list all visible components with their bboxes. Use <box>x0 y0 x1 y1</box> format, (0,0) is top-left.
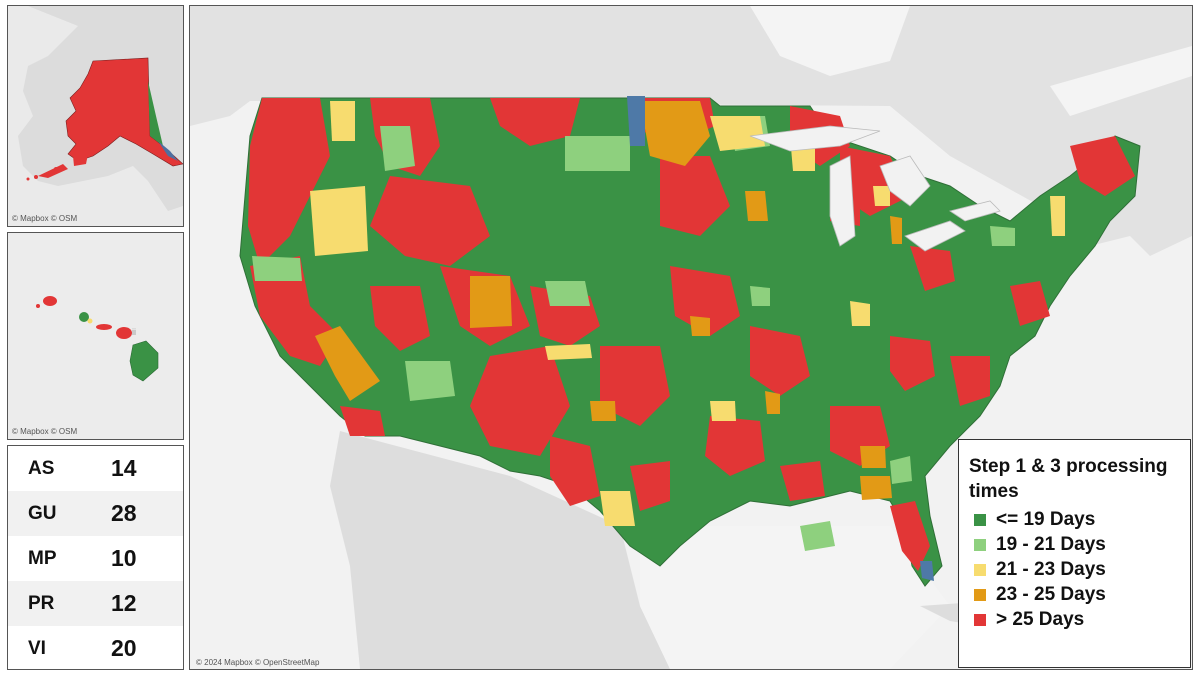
legend: Step 1 & 3 processing times <= 19 Days 1… <box>958 439 1191 668</box>
great-lakes <box>749 125 1001 252</box>
maui-island <box>116 327 132 339</box>
legend-swatch <box>974 514 986 526</box>
category-other <box>627 96 934 581</box>
oahu-island <box>79 312 89 322</box>
legend-title: Step 1 & 3 processing times <box>969 456 1168 502</box>
territory-code: MP <box>28 547 57 569</box>
table-row: AS 14 <box>8 446 183 491</box>
legend-item: 23 - 25 Days <box>974 583 1106 607</box>
molokai-island <box>96 324 112 330</box>
legend-label: <= 19 Days <box>996 509 1096 530</box>
table-row: MP 10 <box>8 536 183 581</box>
territory-code: VI <box>28 637 46 659</box>
legend-swatch <box>974 589 986 601</box>
big-island <box>129 340 159 382</box>
hawaii-inset-map[interactable]: ii © Mapbox © OSM <box>7 232 184 440</box>
legend-swatch <box>974 614 986 626</box>
alaska-inset-map[interactable]: © Mapbox © OSM <box>7 5 184 227</box>
table-row: VI 20 <box>8 626 183 669</box>
territory-value: 12 <box>111 590 137 616</box>
territory-code: AS <box>28 457 55 479</box>
territory-code: GU <box>28 502 57 524</box>
legend-swatch <box>974 539 986 551</box>
table-row: PR 12 <box>8 581 183 626</box>
legend-item: 19 - 21 Days <box>974 533 1106 557</box>
territories-table: AS 14 GU 28 MP 10 PR 12 VI 20 <box>7 445 184 670</box>
mexico-land <box>330 431 670 669</box>
category-23-25-days <box>315 101 902 500</box>
category-19-21-days <box>252 116 1015 551</box>
st-lawrence <box>1050 46 1192 116</box>
kauai-island <box>43 296 57 306</box>
legend-item: 21 - 23 Days <box>974 558 1106 582</box>
legend-label: 23 - 25 Days <box>996 584 1106 605</box>
legend-item: <= 19 Days <box>974 508 1095 532</box>
territory-code: PR <box>28 592 55 614</box>
table-row: GU 28 <box>8 491 183 536</box>
territory-value: 10 <box>111 545 137 571</box>
main-map-credit: © 2024 Mapbox © OpenStreetMap <box>196 658 320 667</box>
hawaii-map-svg: ii <box>8 233 183 439</box>
hawaii-map-credit: © Mapbox © OSM <box>12 427 78 436</box>
alaska-map-svg <box>8 6 183 226</box>
hawaii-map-label: ii <box>132 327 136 337</box>
legend-item: > 25 Days <box>974 608 1084 632</box>
canada-land <box>190 6 1192 256</box>
category-21-23-days <box>310 101 1065 526</box>
legend-label: > 25 Days <box>996 609 1085 630</box>
legend-label: 19 - 21 Days <box>996 534 1106 555</box>
main-us-map[interactable]: © 2024 Mapbox © OpenStreetMap <box>189 5 1193 670</box>
alaska-map-credit: © Mapbox © OSM <box>12 214 78 223</box>
territory-value: 28 <box>111 500 137 526</box>
us-map-svg <box>190 6 1192 669</box>
territory-value: 14 <box>111 455 137 481</box>
gulf-of-mexico <box>640 526 950 669</box>
legend-label: 21 - 23 Days <box>996 559 1106 580</box>
legend-swatch <box>974 564 986 576</box>
hudson-bay <box>750 6 910 76</box>
territory-value: 20 <box>111 635 137 661</box>
